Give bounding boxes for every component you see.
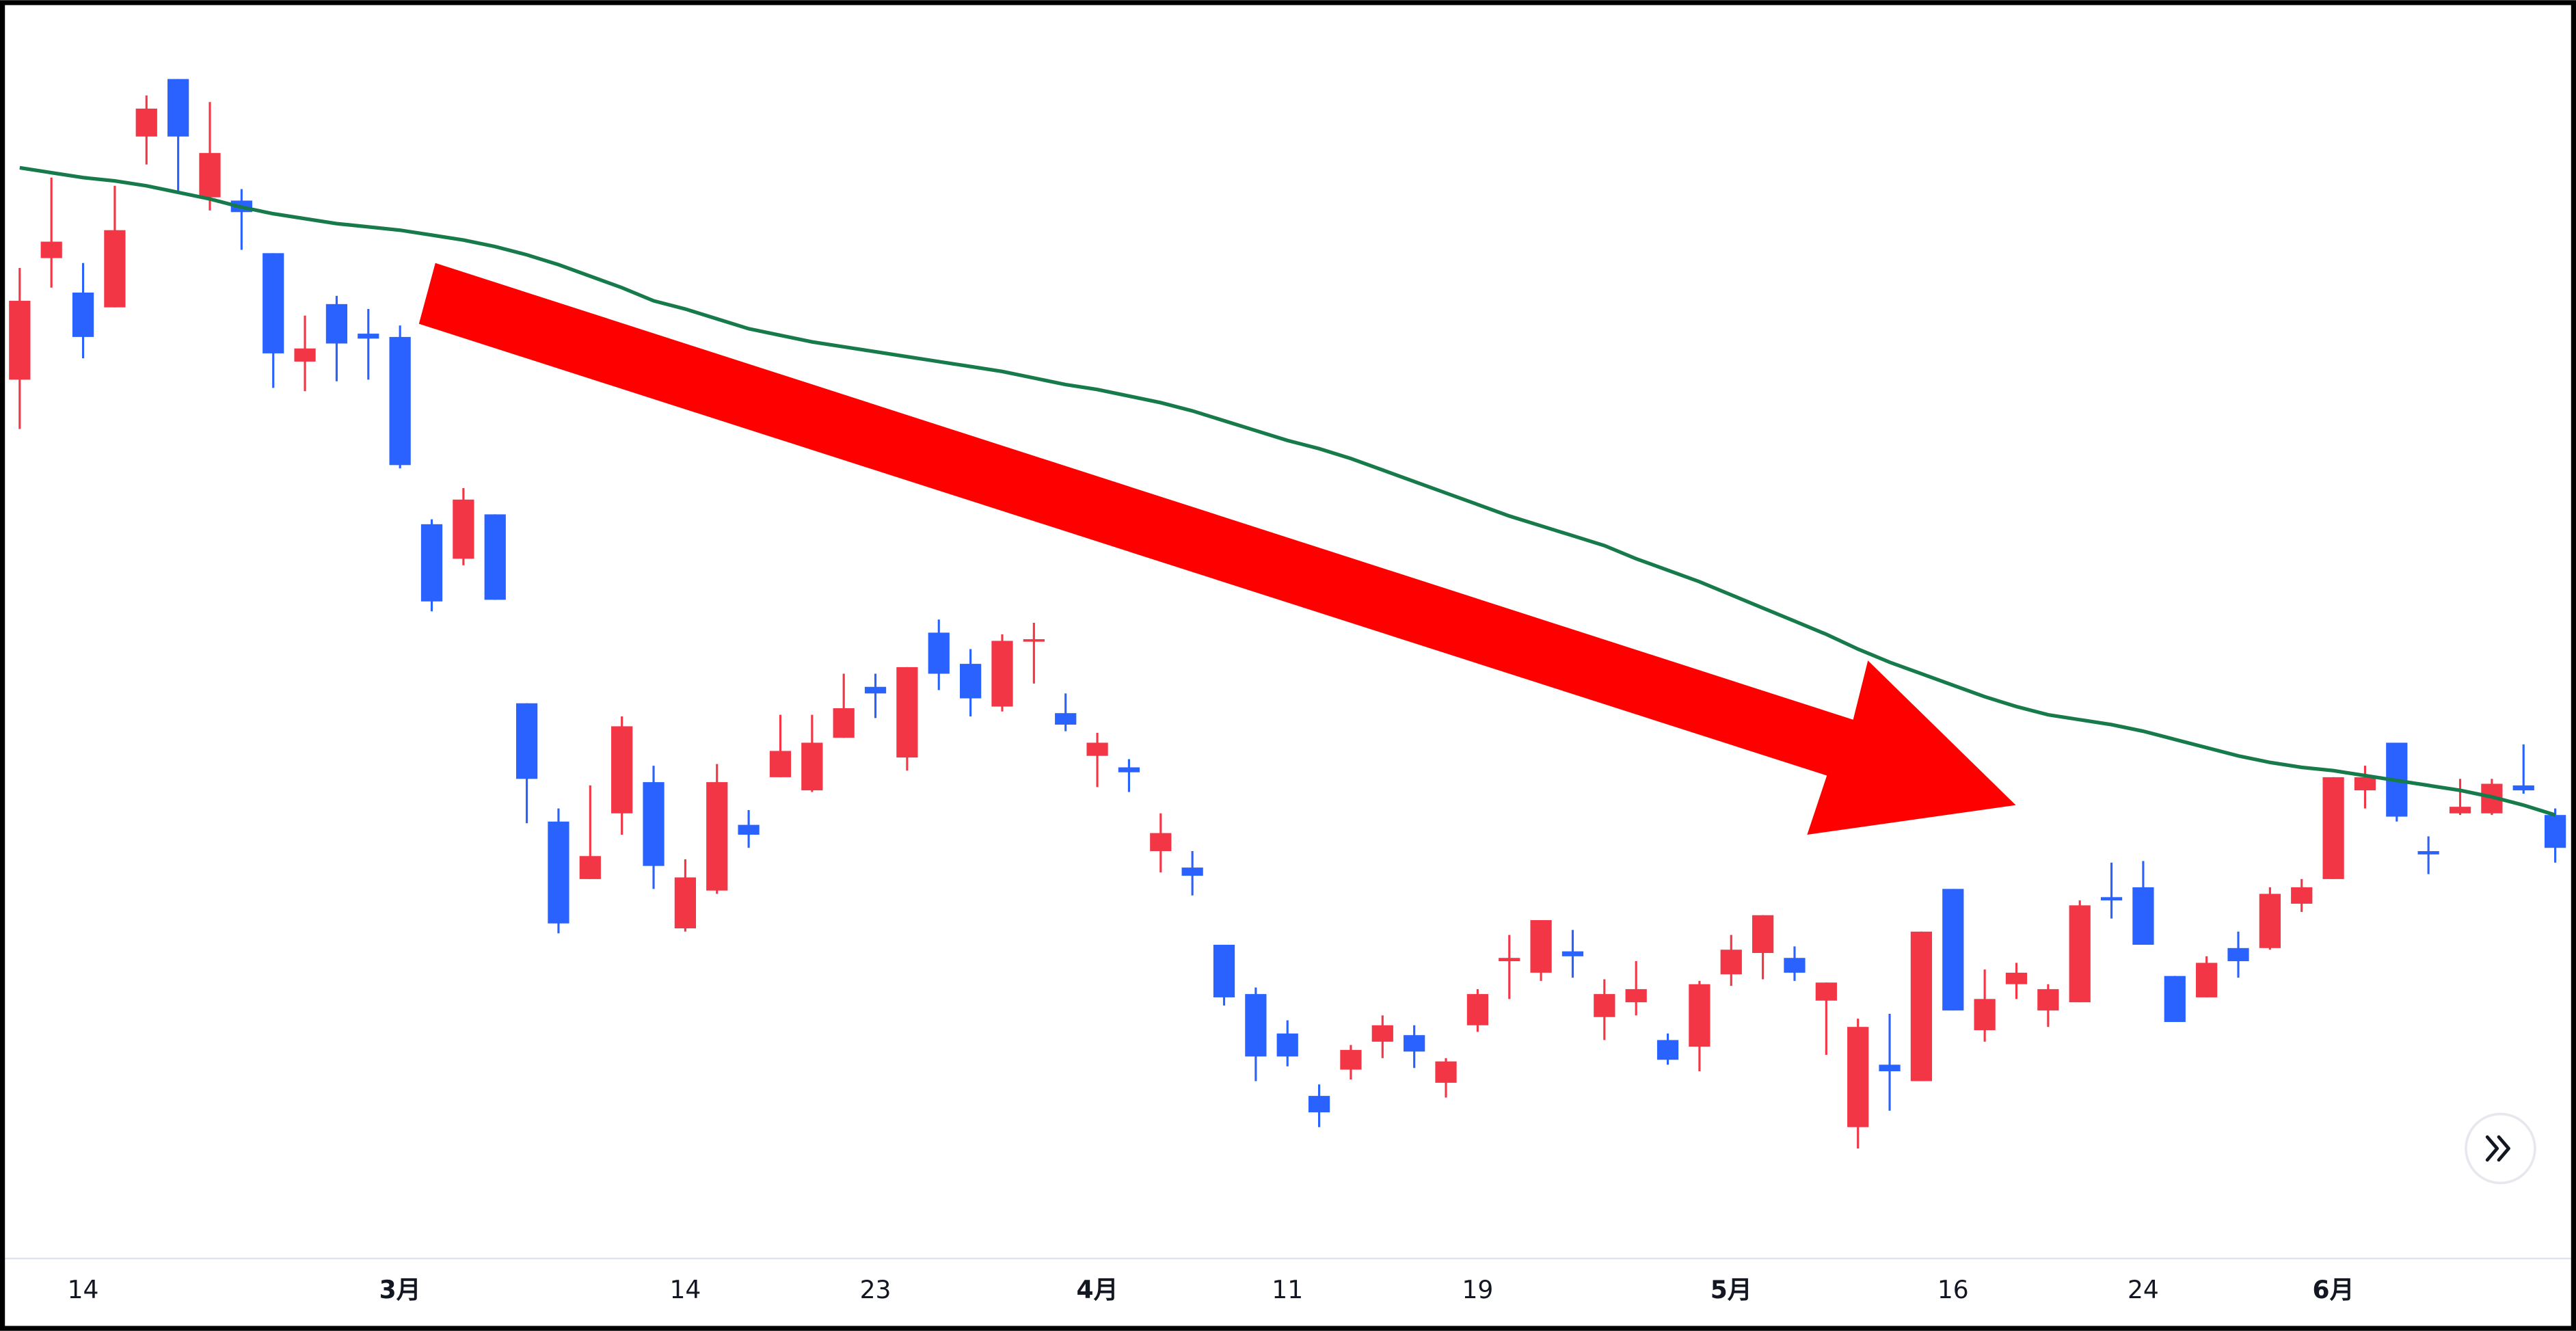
candle-body [928,632,950,674]
candle-body [1086,742,1108,756]
candle-body [135,108,157,137]
candle-body [2322,777,2344,879]
x-tick-label: 11 [1272,1276,1303,1304]
candle-body [1879,1064,1901,1072]
candle-body [1340,1049,1362,1070]
candle-body [769,751,792,777]
button-circle[interactable] [2465,1112,2536,1185]
candle-body [1974,999,1996,1030]
x-tick-label: 16 [1937,1276,1969,1304]
x-tick-label: 3月 [379,1276,421,1304]
candle-body [2512,785,2534,791]
candle-body [2449,807,2471,814]
candle-body [2417,851,2439,855]
candle-body [453,499,474,559]
candle-body [1752,915,1774,954]
candle-body [548,821,569,924]
candle-body [1150,833,1172,852]
candle-body [1404,1035,1425,1052]
candle-body [2354,777,2376,791]
candle-body [104,230,126,308]
candle-body [1435,1061,1457,1083]
candle-body [801,742,823,791]
x-tick-label: 19 [1462,1276,1493,1304]
candle-body [1371,1025,1393,1042]
candle-body [2164,976,2186,1022]
candle-body [9,301,31,380]
candle-body [643,782,665,866]
moving-average-line [19,165,2556,817]
candle-body [1784,958,1806,973]
trend-arrow [418,263,2016,835]
candle-body [389,336,411,466]
candle-body [325,304,348,344]
candle-body [2005,972,2028,984]
candle-body [484,514,506,600]
candle-body [294,348,316,362]
candle-body [2132,887,2154,945]
candle-body [1245,994,1267,1057]
candle-body [2069,905,2091,1003]
x-tick-label: 24 [2128,1276,2159,1304]
candle-body [1625,989,1647,1003]
candle-body [991,641,1013,707]
candle-body [1720,950,1742,975]
candle-body [706,782,728,891]
candle-body [40,241,62,258]
candle-body [2196,963,2218,997]
candle-body [1942,889,1964,1011]
candle-body [2037,989,2059,1011]
candle-body [1847,1027,1869,1127]
candle-body [1055,713,1077,725]
candle-body [1815,982,1837,1001]
x-tick-label: 14 [669,1276,701,1304]
candle-body [2544,815,2566,848]
candle-body [167,79,189,137]
plot-area [9,79,2566,1148]
candle-body [960,664,982,699]
candle-body [2291,887,2313,904]
candle-body [1910,931,1933,1081]
candle-body [1466,994,1488,1025]
candle-body [1499,958,1520,962]
candle-body [864,686,887,694]
chevron-icon[interactable] [2485,1135,2510,1162]
scroll-to-latest-button[interactable] [2465,1112,2536,1185]
candle-body [263,253,284,353]
candle-body [1118,767,1140,772]
candle-body [1561,951,1584,956]
candle-body [1594,994,1615,1017]
candle-body [1656,1040,1679,1060]
x-tick-label: 23 [860,1276,891,1304]
candle-body [2259,893,2281,948]
x-tick-label: 6月 [2313,1276,2354,1304]
x-tick-label: 5月 [1710,1276,1752,1304]
candle-body [833,708,855,738]
candle-body [2227,947,2249,962]
candle-body [738,824,760,835]
candle-body [1308,1096,1330,1113]
x-tick-label: 4月 [1077,1276,1118,1304]
candle-body [674,877,697,928]
candle-body [1023,639,1045,642]
candle-body [1181,868,1203,876]
candle-body [199,152,221,198]
candle-body [1530,919,1552,973]
candle-body [2100,897,2123,901]
x-tick-label: 14 [68,1276,99,1304]
candle-body [611,726,633,814]
candle-body [1276,1033,1298,1057]
candle-body [1213,945,1235,997]
candle-body [1689,984,1710,1047]
candle-body [358,334,379,339]
candle-body [420,524,443,602]
candle-body [515,703,538,779]
candle-body [72,293,94,337]
candle-body [579,856,601,879]
candle-body [896,667,918,758]
